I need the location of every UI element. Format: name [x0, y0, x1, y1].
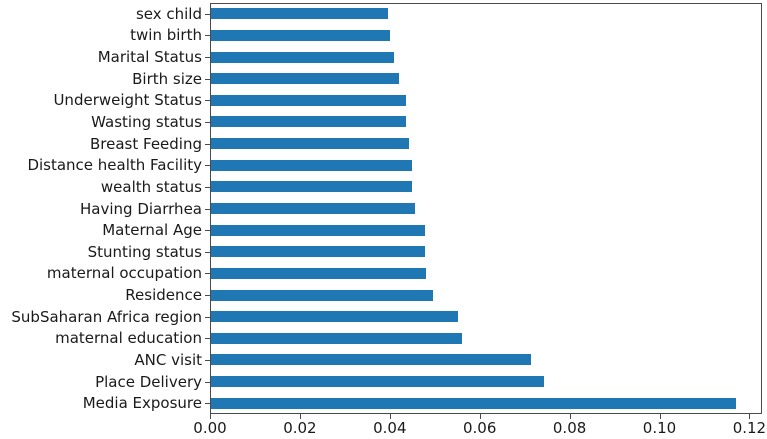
bar-underweight-status	[211, 94, 406, 106]
x-tick-mark	[210, 414, 211, 419]
y-tick-mark	[205, 165, 210, 166]
x-axis-tick-label: 0.08	[552, 419, 587, 437]
y-tick-mark	[205, 35, 210, 36]
bar-sex-child	[211, 8, 388, 20]
x-tick-mark	[660, 414, 661, 419]
bar-stunting-status	[211, 246, 425, 258]
y-tick-mark	[205, 14, 210, 15]
bar-having-diarrhea	[211, 203, 415, 214]
y-tick-mark	[205, 144, 210, 145]
y-axis-label: Wasting status	[91, 112, 202, 131]
bar-wasting-status	[211, 116, 406, 128]
x-tick-mark	[480, 414, 481, 419]
y-axis-label: Place Delivery	[95, 372, 202, 391]
y-axis-label: Residence	[125, 286, 202, 305]
y-tick-mark	[205, 187, 210, 188]
bar-maternal-age	[211, 224, 425, 236]
x-axis-tick-label: 0.12	[732, 419, 767, 437]
y-axis-label: Birth size	[132, 69, 202, 88]
y-tick-mark	[205, 252, 210, 253]
x-tick-mark	[300, 414, 301, 419]
bar-marital-status	[211, 51, 395, 63]
y-axis-label: Breast Feeding	[90, 134, 202, 153]
x-axis-tick-label: 0.00	[193, 419, 227, 437]
y-axis-label: Media Exposure	[82, 394, 202, 413]
y-axis-label: Marital Status	[97, 48, 202, 67]
y-tick-mark	[205, 338, 210, 339]
x-axis-tick-label: 0.10	[642, 419, 677, 437]
x-tick-mark	[390, 414, 391, 419]
x-axis-tick-label: 0.02	[283, 419, 317, 437]
y-tick-mark	[205, 122, 210, 123]
x-axis-tick-label: 0.04	[373, 419, 407, 437]
y-axis-label: Stunting status	[87, 242, 202, 261]
y-tick-mark	[205, 273, 210, 274]
y-axis-label: sex child	[135, 4, 202, 23]
y-axis-label: SubSaharan Africa region	[11, 307, 202, 326]
y-axis-label: maternal education	[55, 329, 202, 348]
bar-residence	[211, 289, 433, 301]
x-tick-mark	[749, 414, 750, 419]
y-tick-mark	[205, 403, 210, 404]
y-axis-label: wealth status	[100, 177, 202, 196]
bar-distance-health-facility	[211, 159, 412, 171]
bar-maternal-occupation	[211, 267, 427, 279]
y-tick-mark	[205, 360, 210, 361]
y-axis-label: maternal occupation	[46, 264, 202, 283]
y-axis-label: ANC visit	[134, 350, 202, 369]
y-tick-mark	[205, 79, 210, 80]
y-tick-mark	[205, 230, 210, 231]
y-axis-label: Maternal Age	[102, 221, 202, 240]
x-axis-tick-label: 0.06	[463, 419, 497, 437]
y-axis-label: Having Diarrhea	[80, 199, 202, 218]
y-tick-mark	[205, 295, 210, 296]
bar-birth-size	[211, 73, 400, 85]
y-tick-mark	[205, 382, 210, 383]
y-axis-label: twin birth	[130, 26, 202, 45]
bar-breast-feeding	[211, 138, 410, 150]
bar-subsaharan-africa-region	[211, 311, 458, 323]
y-tick-mark	[205, 57, 210, 58]
bar-anc-visit	[211, 354, 531, 366]
bar-media-exposure	[211, 397, 736, 409]
bar-twin-birth	[211, 29, 390, 41]
bar-place-delivery	[211, 376, 545, 388]
bar-wealth-status	[211, 181, 412, 193]
x-tick-mark	[570, 414, 571, 419]
y-tick-mark	[205, 317, 210, 318]
y-axis-label: Distance health Facility	[27, 156, 202, 175]
y-axis-label: Underweight Status	[53, 91, 202, 110]
bar-maternal-education	[211, 332, 462, 344]
y-tick-mark	[205, 100, 210, 101]
y-tick-mark	[205, 209, 210, 210]
